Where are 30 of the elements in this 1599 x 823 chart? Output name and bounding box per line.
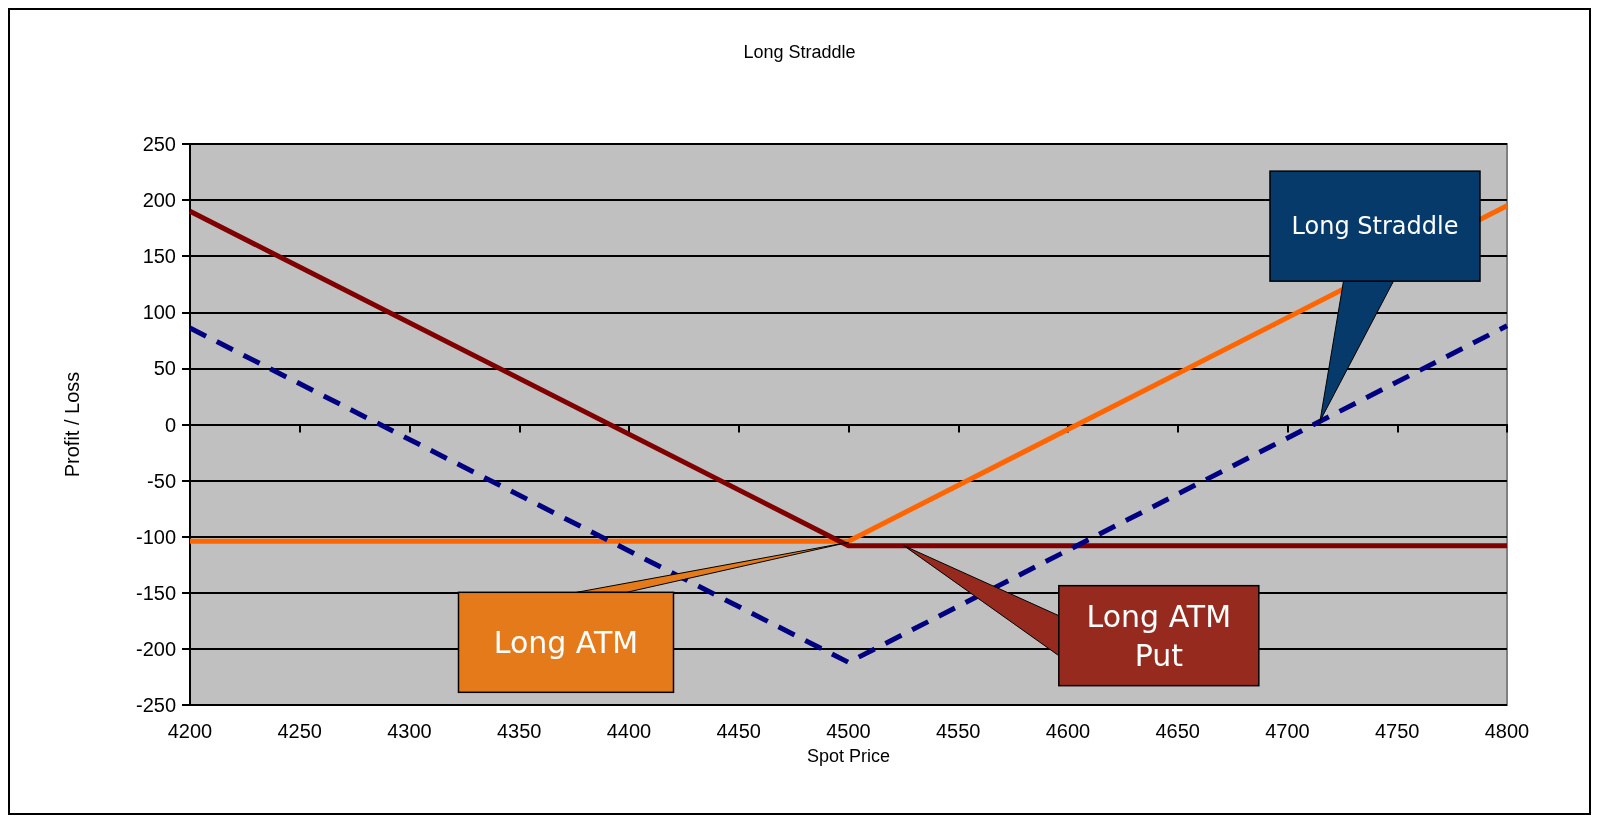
chart-title: Long Straddle [743, 42, 856, 62]
x-tick-label: 4550 [936, 720, 981, 742]
annotation: Long ATM [493, 623, 639, 662]
y-tick-label: -250 [135, 694, 176, 716]
annotation: Long ATM Put [1085, 597, 1233, 675]
x-tick-label: 4250 [277, 720, 322, 742]
y-tick-label: 250 [142, 133, 176, 155]
x-axis-title: Spot Price [806, 745, 891, 766]
y-tick-label: 150 [142, 245, 176, 268]
x-tick-label: 4450 [716, 720, 761, 742]
y-axis-title: Profit / Loss [61, 371, 83, 478]
x-tick-label: 4600 [1045, 720, 1091, 742]
x-tick-label: 4300 [387, 720, 432, 742]
x-tick-label: 4750 [1375, 720, 1420, 742]
y-tick-label: 200 [142, 189, 176, 212]
y-tick-label: 0 [164, 413, 176, 436]
x-tick-label: 4700 [1265, 720, 1310, 742]
x-tick-label: 4400 [606, 720, 652, 742]
x-tick-label: 4800 [1484, 720, 1530, 742]
y-tick-label: 50 [153, 357, 176, 380]
x-tick-label: 4650 [1155, 720, 1200, 742]
y-tick-label: -50 [147, 469, 176, 492]
y-tick-label: -100 [135, 525, 176, 548]
x-tick-label: 4500 [826, 720, 871, 742]
annotation: Long Straddle [1291, 210, 1459, 242]
x-tick-label: 4350 [497, 720, 542, 742]
y-tick-label: -200 [135, 637, 176, 660]
x-tick-label: 4200 [167, 720, 213, 742]
y-tick-label: 100 [142, 301, 176, 324]
y-tick-label: -150 [135, 581, 176, 604]
